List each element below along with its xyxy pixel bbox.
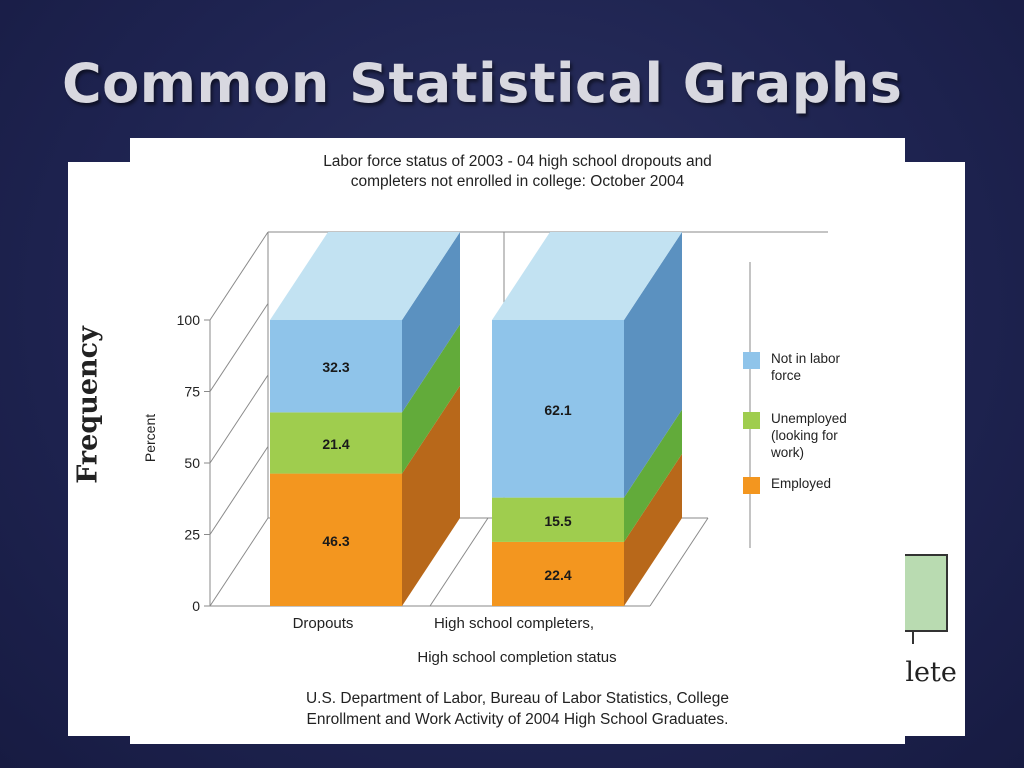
floor-divider bbox=[429, 517, 489, 607]
y-tick-label: 100 bbox=[177, 312, 201, 328]
bar-side bbox=[402, 324, 460, 474]
chart-title-line-2: completers not enrolled in college: Octo… bbox=[350, 173, 685, 190]
bar-side bbox=[624, 409, 682, 542]
slide-title: Common Statistical Graphs bbox=[62, 52, 903, 115]
y-tick-label: 0 bbox=[192, 598, 200, 614]
y-tick-label: 25 bbox=[184, 527, 200, 543]
gridline bbox=[209, 446, 269, 535]
x-axis-label: High school completion status bbox=[417, 649, 616, 666]
bar-segment bbox=[492, 320, 624, 498]
bar-top bbox=[270, 232, 460, 320]
bar-side bbox=[402, 385, 460, 606]
source-line-2: Enrollment and Work Activity of 2004 Hig… bbox=[306, 711, 729, 728]
chart-title-line-1: Labor force status of 2003 - 04 high sch… bbox=[323, 153, 712, 170]
data-label: 62.1 bbox=[544, 402, 571, 418]
legend-label: Not in labor bbox=[771, 351, 841, 366]
chart-title: Labor force status of 2003 - 04 high sch… bbox=[130, 152, 905, 192]
bar-segment bbox=[270, 320, 402, 413]
bar-side bbox=[624, 453, 682, 606]
data-label: 46.3 bbox=[322, 533, 349, 549]
bar-segment bbox=[270, 473, 402, 606]
gridline bbox=[209, 303, 269, 392]
bar-segment bbox=[492, 541, 624, 606]
data-label: 21.4 bbox=[322, 436, 349, 452]
chart-legend: Not in labor force Unemployed (looking f… bbox=[743, 350, 893, 506]
legend-item-unemployed: Unemployed (looking for work) bbox=[743, 410, 893, 461]
legend-swatch-unemployed bbox=[743, 412, 760, 429]
y-tick-label: 50 bbox=[184, 455, 200, 471]
bar-top bbox=[492, 232, 682, 320]
data-label: 32.3 bbox=[322, 359, 349, 375]
source-line-1: U.S. Department of Labor, Bureau of Labo… bbox=[305, 690, 730, 707]
gridline bbox=[209, 374, 269, 464]
data-label: 22.4 bbox=[544, 567, 571, 583]
y-tick-label: 75 bbox=[184, 384, 200, 400]
legend-item-employed: Employed bbox=[743, 475, 893, 494]
gridline bbox=[209, 231, 269, 321]
legend-swatch-not-in-labor-force bbox=[743, 352, 760, 369]
stacked-bar-chart: 0 25 50 75 100 Percent 46.3 21.4 32.3 Dropouts 22.… bbox=[142, 231, 828, 666]
background-bar bbox=[902, 554, 948, 632]
legend-swatch-employed bbox=[743, 477, 760, 494]
legend-item-not-in-labor-force: Not in labor force bbox=[743, 350, 893, 384]
bar-segment bbox=[270, 412, 402, 474]
chart-source-note: U.S. Department of Labor, Bureau of Labo… bbox=[130, 688, 905, 730]
bar-side bbox=[402, 232, 460, 413]
legend-label: Employed bbox=[771, 476, 832, 491]
bar-segment bbox=[492, 497, 624, 542]
gridline bbox=[209, 517, 269, 607]
x-category-label: Dropouts bbox=[293, 615, 354, 632]
data-label: 15.5 bbox=[544, 513, 571, 529]
legend-label: Unemployed bbox=[771, 411, 847, 426]
chart-figure-panel: Labor force status of 2003 - 04 high sch… bbox=[130, 138, 905, 744]
legend-label: force bbox=[771, 368, 802, 383]
x-category-label: High school completers, bbox=[434, 615, 594, 632]
background-tick bbox=[912, 632, 914, 644]
y-axis-label: Percent bbox=[142, 414, 158, 462]
legend-label: (looking for bbox=[771, 428, 838, 443]
bar-side bbox=[624, 232, 682, 498]
legend-label: work) bbox=[771, 445, 804, 460]
floor-right-edge bbox=[649, 517, 709, 607]
